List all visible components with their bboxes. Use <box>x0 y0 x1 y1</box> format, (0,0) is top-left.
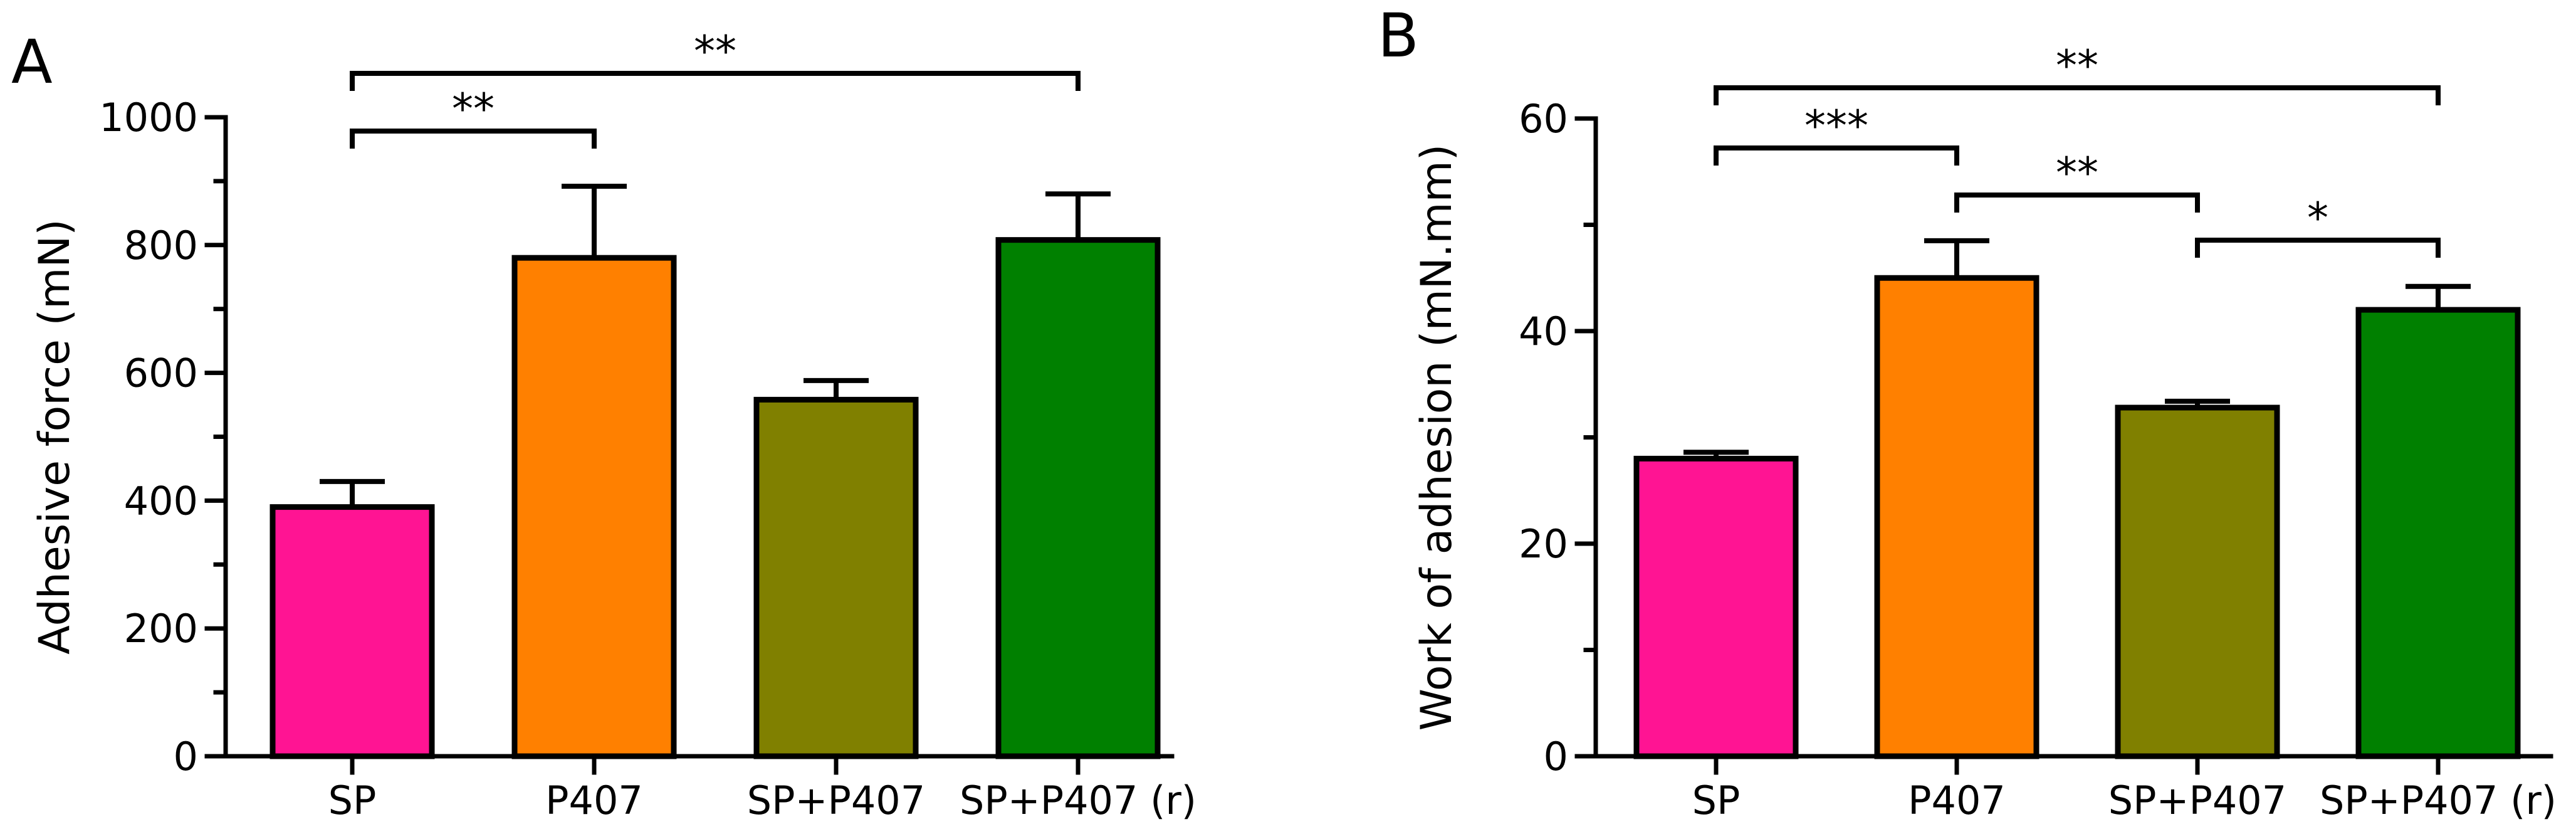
panel-label: A <box>11 27 53 97</box>
significance-label: ** <box>2056 41 2098 91</box>
category-label: SP <box>1692 778 1741 823</box>
y-tick-label: 60 <box>1519 96 1568 142</box>
category-label: SP <box>328 778 377 823</box>
y-axis-title: Adhesive force (mN) <box>30 219 80 654</box>
significance-bracket <box>1714 145 1959 166</box>
bar-1 <box>1633 455 1799 759</box>
significance-label: ** <box>2056 149 2098 198</box>
y-tick-label: 40 <box>1519 309 1568 354</box>
bar-2 <box>511 255 677 759</box>
y-tick-label: 20 <box>1519 521 1568 567</box>
category-label: SP+P407 (r) <box>960 778 1196 823</box>
significance-label: * <box>2307 194 2328 243</box>
y-tick-label: 800 <box>124 223 198 268</box>
category-label: P407 <box>545 778 643 823</box>
bar-3 <box>753 396 919 759</box>
category-label: P407 <box>1908 778 2006 823</box>
significance-bracket <box>350 129 597 149</box>
significance-bracket <box>1714 85 2441 105</box>
y-axis-title: Work of adhesion (mN.mm) <box>1412 144 1462 731</box>
bar-1 <box>270 504 435 759</box>
panel-label: B <box>1378 1 1419 71</box>
y-tick-label: 200 <box>124 606 198 652</box>
bar-3 <box>2115 404 2280 759</box>
category-label: SP+P407 <box>747 778 925 823</box>
y-tick-label: 1000 <box>99 95 198 140</box>
bar-2 <box>1874 275 2039 759</box>
y-tick-label: 400 <box>124 478 198 524</box>
significance-bracket <box>1954 193 2200 213</box>
y-tick-label: 0 <box>1544 734 1568 779</box>
panel-a: A Adhesive force (mN) 0 200 400 600 800 1000 SP P… <box>11 27 1196 823</box>
bar-4 <box>995 237 1161 759</box>
panel-b: B Work of adhesion (mN.mm) 0 20 40 60 SP P407 SP… <box>1378 1 2557 823</box>
category-label: SP+P407 <box>2108 778 2286 823</box>
significance-label: ** <box>694 27 736 77</box>
bar-4 <box>2355 307 2521 759</box>
significance-label: ** <box>452 85 495 134</box>
significance-bracket <box>2195 238 2441 258</box>
significance-label: *** <box>1804 102 1868 151</box>
category-label: SP+P407 (r) <box>2320 778 2557 823</box>
y-tick-label: 0 <box>174 734 198 779</box>
significance-bracket <box>350 71 1081 91</box>
y-tick-label: 600 <box>124 351 198 396</box>
